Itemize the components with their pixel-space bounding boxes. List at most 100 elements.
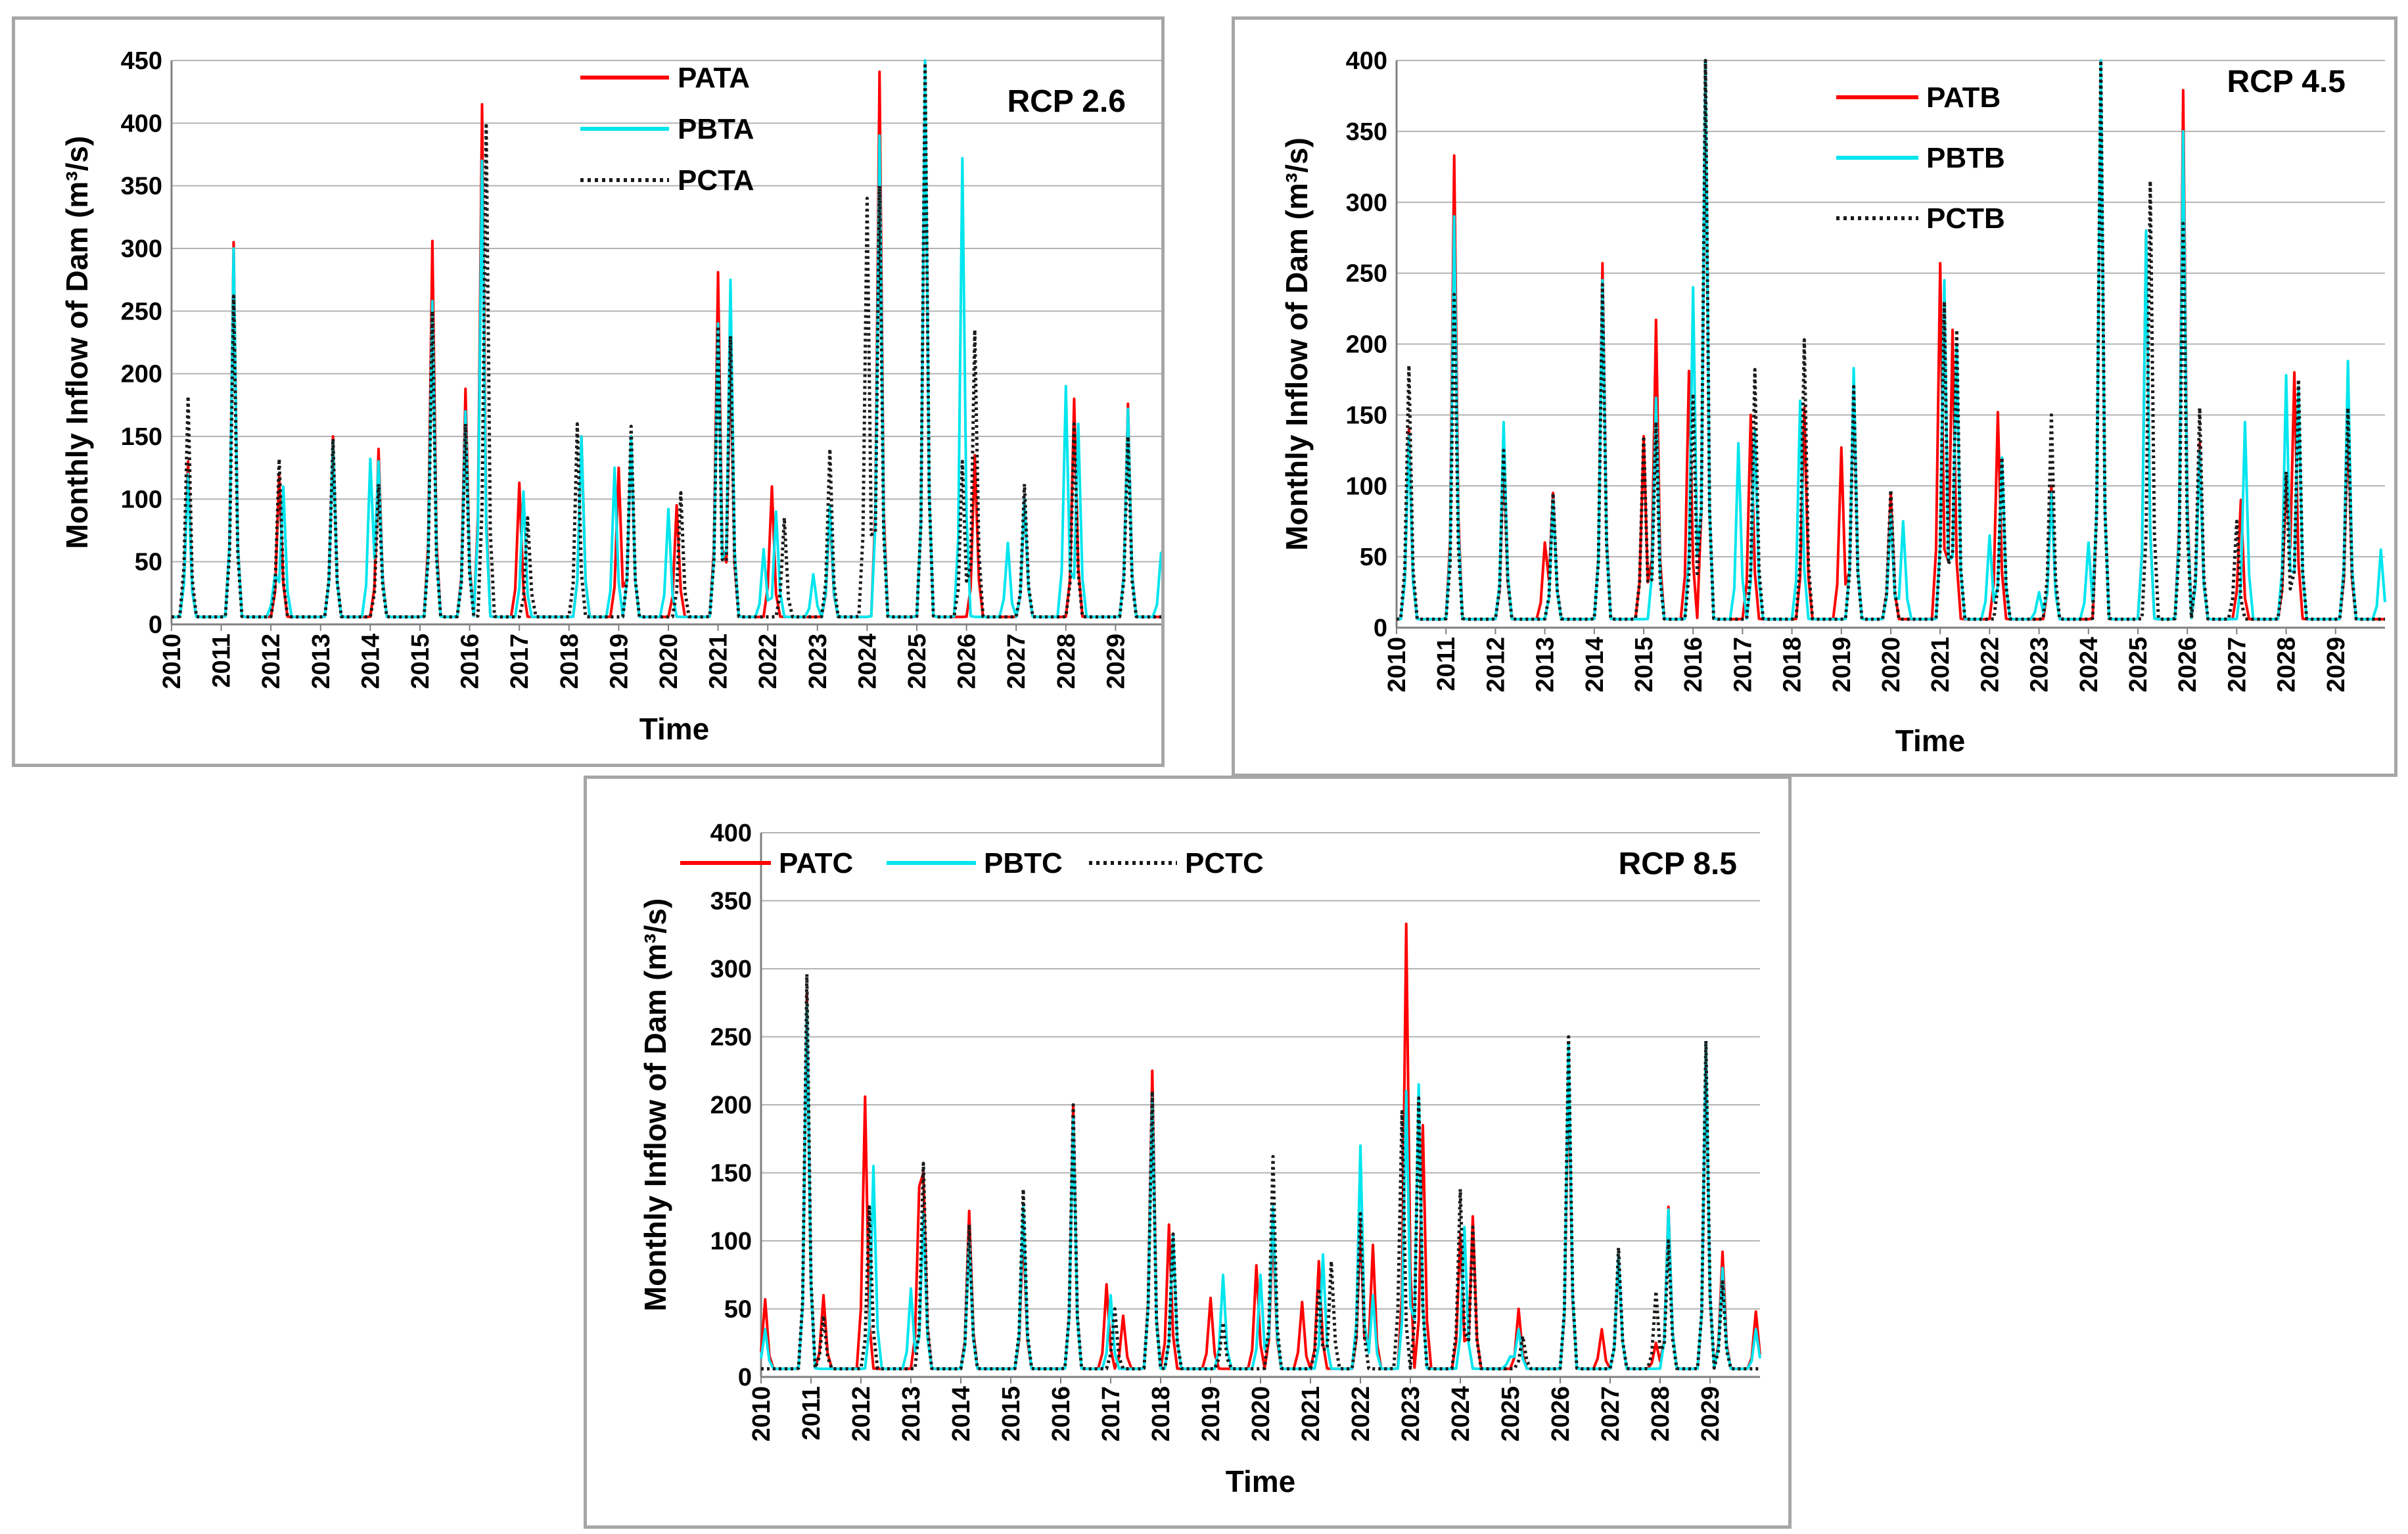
y-tick-label: 300 (121, 235, 162, 263)
x-tick-label: 2013 (898, 1386, 925, 1442)
x-tick-label: 2027 (1597, 1386, 1625, 1442)
x-tick-label: 2022 (1347, 1386, 1375, 1442)
x-tick-label: 2014 (948, 1386, 975, 1442)
x-tick-label: 2025 (2125, 637, 2152, 693)
x-tick-label: 2028 (2273, 637, 2301, 693)
x-axis-label: Time (1895, 724, 1966, 758)
x-tick-label: 2016 (1680, 637, 1707, 693)
y-tick-label: 250 (121, 298, 162, 325)
x-tick-label: 2027 (1003, 634, 1030, 689)
x-tick-label: 2017 (1098, 1386, 1125, 1442)
x-axis-label: Time (639, 712, 710, 746)
x-tick-label: 2029 (2323, 637, 2350, 693)
x-tick-label: 2021 (1297, 1386, 1325, 1442)
y-axis-label: Monthly Inflow of Dam (m³/s) (638, 898, 672, 1312)
y-tick-label: 100 (1346, 473, 1387, 500)
y-tick-label: 250 (710, 1024, 752, 1052)
y-tick-label: 50 (724, 1296, 752, 1324)
legend-label-PCTA: PCTA (678, 164, 754, 197)
y-tick-label: 300 (710, 956, 752, 983)
x-tick-label: 2029 (1102, 634, 1130, 689)
x-tick-label: 2018 (1779, 637, 1807, 693)
x-tick-label: 2028 (1647, 1386, 1675, 1442)
x-tick-label: 2011 (798, 1386, 825, 1440)
x-tick-label: 2027 (2223, 637, 2251, 693)
x-tick-label: 2012 (848, 1386, 875, 1442)
scenario-label: RCP 8.5 (1618, 847, 1737, 881)
y-tick-label: 200 (121, 361, 162, 388)
y-tick-label: 50 (135, 549, 162, 576)
chart-panel-rcp26: 0 50 100 150 200 250 300 350 400 450 2010 2011 2012 2… (12, 16, 1167, 767)
y-tick-label: 0 (738, 1364, 752, 1391)
x-axis-label: Time (1226, 1464, 1296, 1499)
x-tick-label: 2018 (1147, 1386, 1175, 1442)
y-tick-label: 200 (1346, 331, 1387, 359)
x-tick-label: 2028 (1053, 634, 1080, 689)
y-tick-label: 150 (1346, 402, 1387, 429)
y-axis-label: Monthly Inflow of Dam (m³/s) (1280, 137, 1314, 551)
x-tick-label: 2013 (1532, 637, 1560, 693)
x-tick-label: 2022 (754, 634, 782, 689)
y-tick-label: 100 (121, 486, 162, 513)
chart-rcp45: 0 50 100 150 200 250 300 350 400 2010 2011 2012 2013… (1280, 47, 2386, 758)
y-tick-label: 350 (121, 173, 162, 200)
legend-label-PBTC: PBTC (984, 847, 1063, 879)
legend-label-PATC: PATC (779, 847, 853, 879)
x-tick-label: 2020 (1878, 637, 1905, 693)
x-tick-label: 2015 (1631, 637, 1658, 693)
y-tick-label: 100 (710, 1228, 752, 1255)
x-tick-label: 2017 (1729, 637, 1757, 693)
series-line-PBTC (760, 1001, 1761, 1370)
y-tick-label: 400 (121, 110, 162, 137)
x-tick-label: 2021 (705, 634, 733, 689)
x-tick-label: 2020 (1247, 1386, 1275, 1442)
y-tick-label: 0 (1374, 615, 1387, 642)
y-tick-label: 350 (1346, 118, 1387, 146)
chart-panel-rcp45: 0 50 100 150 200 250 300 350 400 2010 2011 2012 2013… (1232, 16, 2397, 777)
y-tick-label: 50 (1360, 544, 1387, 571)
legend-label-PBTB: PBTB (1926, 142, 2005, 174)
x-tick-label: 2020 (655, 634, 683, 689)
x-tick-label: 2015 (998, 1386, 1025, 1442)
x-tick-label: 2015 (407, 634, 434, 689)
x-tick-label: 2019 (1197, 1386, 1225, 1442)
y-tick-label: 300 (1346, 189, 1387, 217)
legend-label-PATA: PATA (678, 62, 750, 94)
x-tick-label: 2026 (954, 634, 981, 689)
x-tick-label: 2016 (457, 634, 484, 689)
x-tick-label: 2018 (556, 634, 584, 689)
x-tick-label: 2010 (748, 1386, 776, 1442)
x-tick-label: 2019 (1828, 637, 1856, 693)
y-tick-label: 250 (1346, 260, 1387, 288)
y-tick-label: 400 (710, 820, 752, 847)
series-line-PCTA (172, 61, 1165, 619)
chart-panel-rcp85: 0 50 100 150 200 250 300 350 400 2010 2011 2012 2013… (584, 776, 1792, 1529)
y-tick-label: 0 (149, 611, 162, 639)
x-tick-label: 2025 (904, 634, 931, 689)
legend-label-PCTB: PCTB (1926, 202, 2005, 235)
x-tick-label: 2026 (2174, 637, 2202, 693)
x-tick-label: 2026 (1547, 1386, 1575, 1442)
x-tick-label: 2024 (854, 634, 881, 689)
series-line-PBTA (172, 59, 1167, 618)
x-tick-label: 2024 (2075, 637, 2103, 693)
series-line-PCTC (761, 972, 1760, 1371)
chart-rcp85: 0 50 100 150 200 250 300 350 400 2010 2011 2012 2013… (638, 820, 1761, 1499)
x-tick-label: 2023 (2026, 637, 2054, 693)
x-tick-label: 2013 (308, 634, 335, 689)
scenario-label: RCP 2.6 (1007, 84, 1126, 119)
series-line-PCTB (1396, 58, 2385, 621)
x-tick-label: 2012 (1482, 637, 1510, 693)
y-tick-label: 200 (710, 1092, 752, 1119)
x-tick-label: 2010 (158, 634, 186, 689)
x-tick-label: 2021 (1927, 637, 1955, 693)
y-tick-label: 150 (710, 1160, 752, 1188)
x-tick-label: 2010 (1383, 637, 1411, 693)
x-tick-label: 2023 (1397, 1386, 1425, 1442)
x-tick-label: 2012 (258, 634, 285, 689)
x-tick-label: 2025 (1497, 1386, 1525, 1442)
legend-label-PBTA: PBTA (678, 113, 754, 145)
x-tick-label: 2022 (1976, 637, 2004, 693)
y-tick-label: 450 (121, 47, 162, 75)
chart-rcp26: 0 50 100 150 200 250 300 350 400 450 2010 2011 2012 2… (60, 47, 1167, 746)
